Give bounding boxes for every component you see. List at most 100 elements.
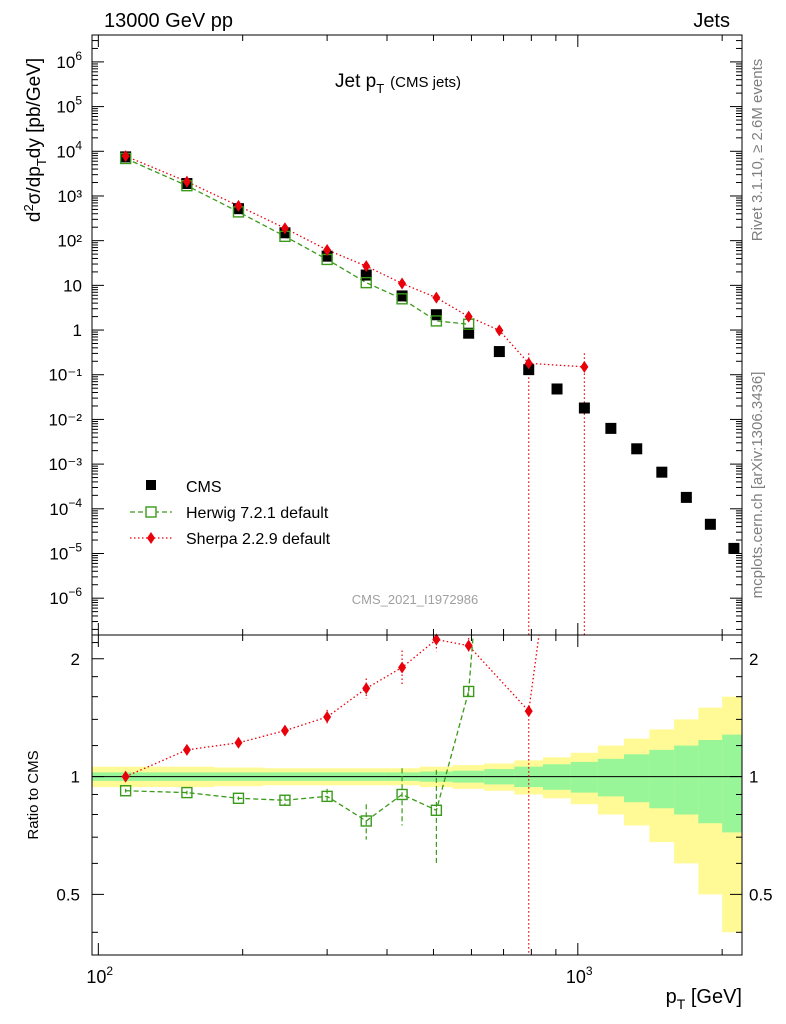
cms-point: [360, 269, 372, 281]
ratio-y-tick-label: 2: [71, 650, 80, 669]
green-band: [722, 734, 743, 833]
cms-point: [463, 327, 475, 339]
header-left: 13000 GeV pp: [104, 10, 233, 32]
herwig-ratio-point: [462, 685, 475, 698]
green-band: [597, 758, 625, 797]
ratio-y-tick-label: 1: [71, 768, 80, 787]
header-right: Jets: [693, 10, 730, 32]
mcplots-label: mcplots.cern.ch [arXiv:1306.3436]: [749, 372, 766, 599]
sherpa-point: [323, 243, 332, 256]
cms-point: [605, 422, 617, 434]
analysis-watermark: CMS_2021_I1972986: [352, 592, 479, 607]
plot-title-extra: (CMS jets): [390, 74, 461, 91]
sherpa-ratio-point: [432, 633, 441, 646]
cms-point: [493, 346, 505, 358]
herwig-point: [430, 315, 443, 327]
sherpa-ratio-point: [524, 705, 533, 718]
sherpa-point: [362, 260, 371, 273]
sherpa-point: [580, 360, 589, 373]
green-band: [570, 761, 599, 793]
main-panel-series: [119, 150, 740, 635]
green-band: [674, 745, 699, 815]
sherpa-ratio-point: [464, 639, 473, 652]
sherpa-ratio-point: [280, 724, 289, 737]
cms-point: [523, 364, 535, 376]
herwig-point: [396, 293, 408, 305]
sherpa-ratio-line-exit: [528, 634, 540, 712]
sherpa-point: [398, 277, 407, 290]
plot-title-sub: T: [376, 81, 384, 96]
cms-point: [321, 250, 333, 262]
y-tick-label: 10²: [57, 232, 82, 251]
plot-title: Jet pT (CMS jets): [335, 71, 461, 96]
x-axis-title: pT [GeV]: [666, 986, 742, 1012]
legend-label-herwig: Herwig 7.2.1 default: [186, 505, 329, 522]
y-tick-label: 105: [56, 94, 82, 117]
y-axis-title-top: d2σ/dpTdy [pb/GeV]: [21, 58, 49, 222]
y-tick-label: 10−6: [49, 585, 82, 608]
herwig-ratio-line: [125, 691, 470, 822]
axis-ticks: 102 103 106 105 104 10³ 10² 10 1 10⁻¹ 10⁻² 10⁻³ 10−4…: [48, 34, 773, 987]
x-tick-label: 102: [86, 964, 113, 987]
herwig-ratio-point: [279, 794, 291, 806]
herwig-point: [360, 276, 372, 289]
herwig-ratio-point: [119, 785, 132, 797]
ratio-y-tick-label: 0.5: [56, 885, 80, 904]
ratio-y-tick-label-right: 2: [749, 650, 758, 669]
herwig-ratio-point: [321, 790, 333, 803]
green-band: [649, 749, 675, 809]
rivet-label: Rivet 3.1.10, ≥ 2.6M events: [749, 59, 766, 242]
sherpa-ratio-point: [182, 743, 191, 756]
legend-label-cms: CMS: [186, 479, 222, 496]
sherpa-ratio-point: [121, 770, 130, 783]
y-tick-label: 10: [63, 276, 82, 295]
legend-marker-cms: [146, 480, 156, 490]
herwig-line: [125, 157, 469, 325]
cms-point: [656, 466, 668, 478]
y-tick-label: 10⁻²: [48, 410, 82, 429]
ratio-uncertainty-bands: [92, 696, 743, 933]
sherpa-ratio-point: [398, 661, 407, 674]
sherpa-line: [125, 155, 585, 368]
y-tick-label: 1: [73, 321, 82, 340]
y-tick-label: 106: [56, 49, 82, 72]
sherpa-point: [495, 324, 504, 337]
plot-title-main: Jet p: [335, 71, 376, 92]
y-tick-label: 10⁻¹: [48, 366, 82, 385]
legend-label-sherpa: Sherpa 2.2.9 default: [186, 531, 331, 548]
sherpa-ratio-point: [234, 736, 243, 749]
ratio-y-tick-label-right: 1: [749, 768, 758, 787]
ratio-panel-frame: [91, 634, 743, 956]
sherpa-point: [464, 310, 473, 323]
cms-point: [551, 383, 563, 395]
y-tick-label: 10−4: [49, 496, 82, 519]
y-tick-label: 10⁻³: [48, 455, 82, 474]
cms-point: [396, 290, 408, 302]
sherpa-point: [432, 291, 441, 304]
green-band: [698, 740, 723, 824]
ratio-panel-series: [119, 633, 540, 955]
sherpa-point: [524, 357, 533, 370]
herwig-ratio-line-exit: [468, 634, 474, 692]
sherpa-ratio-point: [323, 710, 332, 723]
x-tick-label: 103: [566, 964, 593, 987]
y-tick-label: 10−5: [49, 540, 82, 563]
sherpa-point: [280, 222, 289, 235]
cms-point: [430, 309, 442, 321]
cms-point: [680, 491, 692, 503]
y-axis-title-ratio: Ratio to CMS: [25, 750, 42, 839]
legend-marker-sherpa: [147, 532, 155, 544]
ratio-y-tick-label-right: 0.5: [749, 885, 773, 904]
cms-point: [578, 402, 590, 414]
herwig-ratio-point: [232, 792, 245, 804]
y-tick-label: 104: [56, 138, 82, 161]
cms-point: [631, 443, 643, 455]
legend-marker-herwig: [145, 506, 157, 518]
herwig-ratio-point: [396, 788, 408, 801]
sherpa-point: [121, 150, 130, 163]
cms-point: [704, 518, 716, 530]
herwig-ratio-point: [181, 786, 193, 799]
sherpa-point: [234, 199, 243, 212]
herwig-ratio-point: [360, 815, 372, 827]
